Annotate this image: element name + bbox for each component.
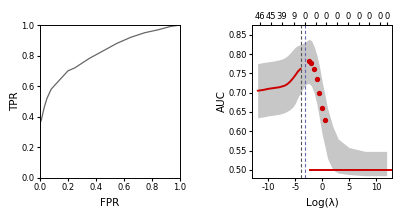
- Point: [308, 61, 315, 64]
- Point: [322, 118, 328, 121]
- Point: [311, 68, 317, 71]
- Y-axis label: TPR: TPR: [10, 92, 20, 111]
- Point: [319, 106, 325, 110]
- Point: [316, 91, 323, 94]
- Point: [306, 59, 312, 63]
- X-axis label: Log(λ): Log(λ): [306, 198, 338, 208]
- X-axis label: FPR: FPR: [100, 198, 120, 208]
- Y-axis label: AUC: AUC: [217, 90, 227, 112]
- Point: [314, 78, 320, 81]
